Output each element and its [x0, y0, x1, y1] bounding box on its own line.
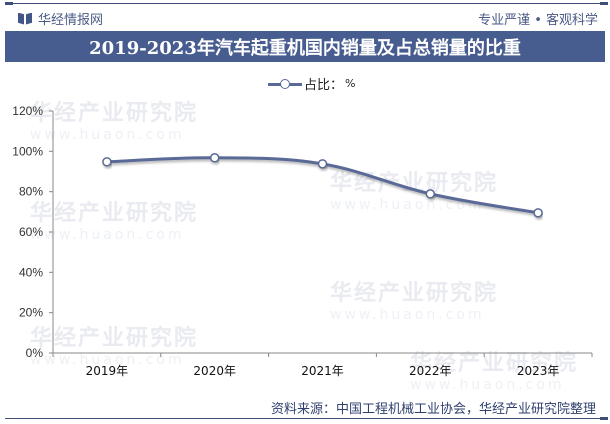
- top-rule-cap-left: [5, 2, 13, 5]
- source-note: 资料来源：中国工程机械工业协会，华经产业研究院整理: [270, 402, 596, 417]
- top-rule: [5, 3, 605, 4]
- top-rule-cap-right: [600, 2, 608, 5]
- x-tick-label: 2019年: [86, 364, 129, 378]
- watermark: 华经产业研究院 www.huaon.com: [330, 281, 499, 323]
- data-point-marker: [425, 189, 436, 199]
- x-tick-label: 2020年: [193, 364, 236, 378]
- x-tick-label: 2022年: [409, 364, 452, 378]
- y-tick-label: 120%: [12, 104, 43, 118]
- bottom-rule-cap: [600, 417, 608, 420]
- watermark: 华经产业研究院 www.huaon.com: [30, 326, 199, 368]
- brand: 华经情报网: [18, 9, 103, 28]
- data-point-marker: [102, 157, 112, 167]
- watermark: 华经产业研究院 www.huaon.com: [330, 171, 499, 213]
- y-tick-label: 40%: [19, 265, 43, 279]
- x-tick-label: 2023年: [517, 364, 560, 378]
- chart-title-text: 2019-2023年汽车起重机国内销量及占总销量的比重: [89, 37, 521, 59]
- y-tick-label: 100%: [12, 144, 43, 158]
- slogan: 专业严谨 • 客观科学: [478, 13, 598, 28]
- watermark: 华经产业研究院 www.huaon.com: [410, 351, 579, 393]
- brand-name: 华经情报网: [38, 13, 104, 28]
- data-point-marker: [209, 153, 220, 163]
- y-tick-label: 0%: [26, 346, 44, 360]
- x-axis: 2019年 2020年 2021年 2022年 2023年: [52, 352, 593, 378]
- y-tick-label: 20%: [19, 306, 43, 320]
- watermark: 华经产业研究院 www.huaon.com: [30, 101, 199, 143]
- y-axis: 0% 20% 40% 60% 80% 100% 120%: [12, 104, 54, 360]
- legend-label: 占比：: [304, 78, 344, 93]
- y-tick-label: 60%: [19, 225, 43, 239]
- watermark: 华经产业研究院 www.huaon.com: [30, 201, 199, 243]
- data-point-marker: [317, 159, 328, 169]
- y-tick-label: 80%: [19, 185, 43, 199]
- legend: 占比： %: [268, 74, 355, 93]
- bottom-rule: [5, 418, 605, 419]
- legend-line-marker-icon: [268, 78, 302, 90]
- x-tick-label: 2021年: [301, 364, 344, 378]
- chart-title: 2019-2023年汽车起重机国内销量及占总销量的比重: [5, 31, 605, 62]
- data-point-marker: [533, 208, 543, 218]
- data-markers: [102, 153, 543, 218]
- legend-unit: %: [345, 77, 356, 90]
